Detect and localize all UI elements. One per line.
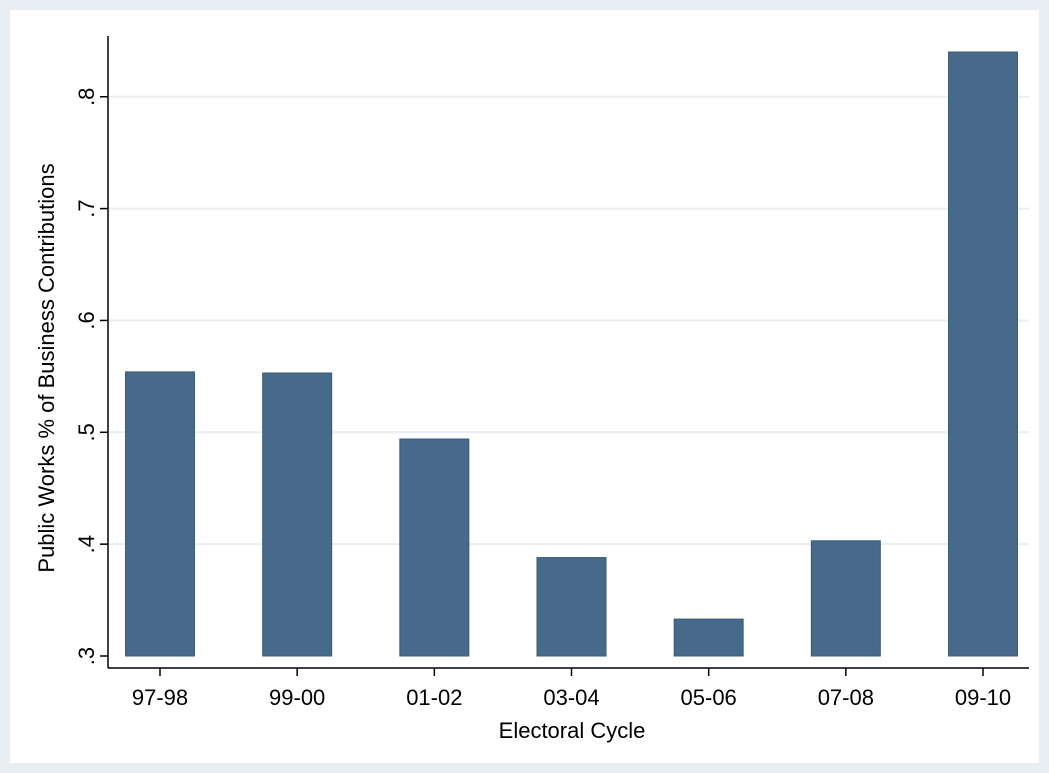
x-axis-title: Electoral Cycle <box>499 718 646 743</box>
bar-99-00 <box>262 372 333 657</box>
x-tick-label: 05-06 <box>681 685 737 710</box>
y-tick-label: .4 <box>74 535 99 553</box>
bars <box>125 51 1018 657</box>
x-tick-label: 07-08 <box>818 685 874 710</box>
y-axis-ticks: .3 .4 .5 .6 .7 .8 <box>74 88 108 665</box>
bar-03-04 <box>536 557 607 657</box>
x-axis-ticks: 97-98 99-00 01-02 03-04 05-06 07-08 09-10 <box>132 668 1011 710</box>
bar-09-10 <box>948 51 1018 657</box>
y-axis-title: Public Works % of Business Contributions <box>34 163 59 572</box>
x-tick-label: 09-10 <box>955 685 1011 710</box>
y-tick-label: .7 <box>74 199 99 217</box>
y-tick-label: .3 <box>74 647 99 665</box>
x-tick-label: 01-02 <box>406 685 462 710</box>
y-tick-label: .8 <box>74 88 99 106</box>
bar-07-08 <box>810 540 881 657</box>
x-tick-label: 97-98 <box>132 685 188 710</box>
bar-97-98 <box>125 371 195 657</box>
x-tick-label: 99-00 <box>269 685 325 710</box>
y-tick-label: .5 <box>74 423 99 441</box>
bar-05-06 <box>673 618 744 657</box>
y-tick-label: .6 <box>74 311 99 329</box>
bar-01-02 <box>399 438 470 657</box>
x-tick-label: 03-04 <box>543 685 599 710</box>
